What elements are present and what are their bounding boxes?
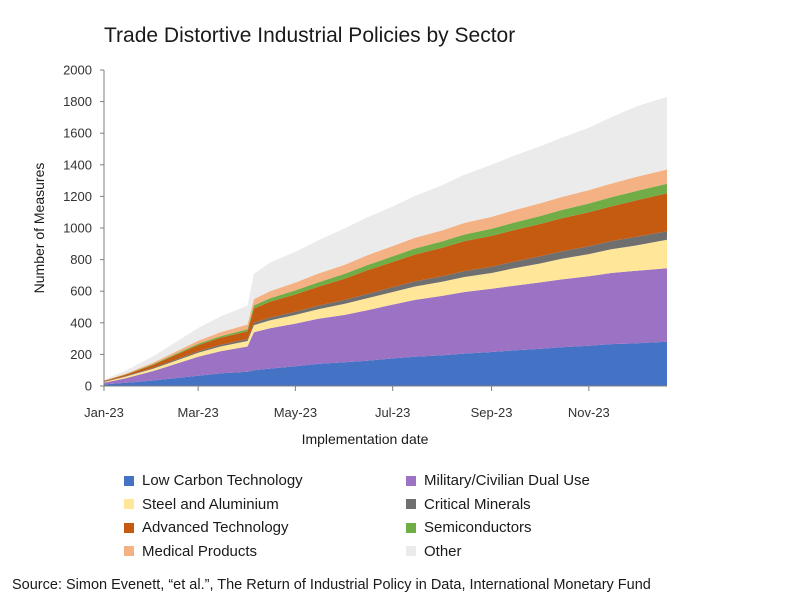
y-tick-label: 400 xyxy=(70,315,92,330)
legend-item: Medical Products xyxy=(124,543,257,560)
y-tick-label: 800 xyxy=(70,252,92,267)
legend-swatch xyxy=(124,546,134,556)
series-area-military-civilian-dual-use xyxy=(104,268,667,385)
legend-label: Advanced Technology xyxy=(142,519,289,536)
legend-item: Low Carbon Technology xyxy=(124,472,303,489)
series-area-critical-minerals xyxy=(104,231,667,383)
chart-title: Trade Distortive Industrial Policies by … xyxy=(104,24,516,47)
series-area-medical-products xyxy=(104,169,667,381)
y-tick-label: 1800 xyxy=(63,94,92,109)
y-tick-label: 600 xyxy=(70,284,92,299)
legend-swatch xyxy=(124,475,134,486)
legend-item: Advanced Technology xyxy=(124,519,289,536)
legend-swatch xyxy=(124,522,134,533)
legend-item: Military/Civilian Dual Use xyxy=(406,472,590,489)
legend-swatch xyxy=(406,499,416,509)
source-note: Source: Simon Evenett, “et al.”, The Ret… xyxy=(12,577,651,593)
stacked-area-chart: 0 200 400 600 800 1000 1200 1400 1600 1800 2000 Jan… xyxy=(31,63,667,447)
y-tick-label: 0 xyxy=(85,379,92,394)
legend-item: Steel and Aluminium xyxy=(124,496,279,513)
x-tick-label: Mar-23 xyxy=(178,405,219,420)
legend-item: Other xyxy=(406,543,462,560)
x-axis-title: Implementation date xyxy=(302,431,429,447)
x-tick-label: Sep-23 xyxy=(471,405,513,420)
legend-item: Critical Minerals xyxy=(406,496,531,513)
legend-swatch xyxy=(406,522,416,533)
legend-label: Other xyxy=(424,542,462,560)
y-tick-label: 1400 xyxy=(63,157,92,172)
series-area-steel-and-aluminium xyxy=(104,239,667,383)
y-tick-label: 200 xyxy=(70,347,92,362)
series-areas xyxy=(104,96,667,386)
x-tick-label: Nov-23 xyxy=(568,405,610,420)
x-tick-label: Jan-23 xyxy=(84,405,124,420)
x-tick-label: Jul-23 xyxy=(375,405,410,420)
legend-label: Critical Minerals xyxy=(424,495,531,513)
legend-item: Semiconductors xyxy=(406,519,532,536)
legend-swatch xyxy=(406,546,416,556)
legend-label: Military/Civilian Dual Use xyxy=(424,472,590,489)
y-tick-label: 1600 xyxy=(63,126,92,141)
legend-swatch xyxy=(124,499,134,509)
series-area-semiconductors xyxy=(104,183,667,381)
legend-label: Low Carbon Technology xyxy=(142,472,303,489)
y-tick-label: 1200 xyxy=(63,189,92,204)
y-tick-label: 2000 xyxy=(63,63,92,78)
chart-axes: 0 200 400 600 800 1000 1200 1400 1600 1800 2000 Jan… xyxy=(63,63,667,420)
legend-label: Medical Products xyxy=(142,542,258,560)
y-axis-title: Number of Measures xyxy=(31,163,47,294)
x-tick-label: May-23 xyxy=(274,405,317,420)
series-area-other xyxy=(104,96,667,381)
series-area-advanced-technology xyxy=(104,193,667,382)
legend-label: Semiconductors xyxy=(424,519,532,536)
series-area-low-carbon-technology xyxy=(104,341,667,386)
legend-swatch xyxy=(406,475,416,486)
legend-label: Steel and Aluminium xyxy=(142,495,279,513)
y-tick-label: 1000 xyxy=(63,221,92,236)
